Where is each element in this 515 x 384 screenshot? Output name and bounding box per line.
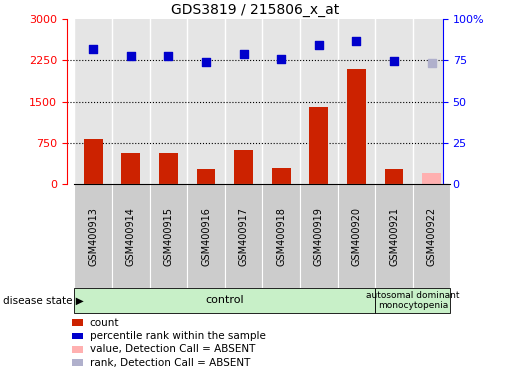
Point xyxy=(390,58,398,64)
Bar xyxy=(197,169,215,184)
Bar xyxy=(187,19,225,184)
Point xyxy=(352,38,360,44)
Bar xyxy=(310,107,328,184)
Text: rank, Detection Call = ABSENT: rank, Detection Call = ABSENT xyxy=(90,358,250,368)
Bar xyxy=(75,19,112,184)
Text: value, Detection Call = ABSENT: value, Detection Call = ABSENT xyxy=(90,344,255,354)
Text: count: count xyxy=(90,318,119,328)
Point xyxy=(164,53,173,59)
Point xyxy=(277,56,285,62)
Bar xyxy=(234,150,253,184)
Bar xyxy=(84,139,102,184)
Point xyxy=(315,42,323,48)
Bar xyxy=(347,69,366,184)
Bar xyxy=(272,168,290,184)
Text: GSM400922: GSM400922 xyxy=(426,207,437,266)
Text: GSM400917: GSM400917 xyxy=(238,207,249,266)
Text: autosomal dominant
monocytopenia: autosomal dominant monocytopenia xyxy=(366,291,459,310)
Text: GSM400921: GSM400921 xyxy=(389,207,399,266)
Text: percentile rank within the sample: percentile rank within the sample xyxy=(90,331,266,341)
Text: disease state ▶: disease state ▶ xyxy=(3,295,83,306)
Text: GSM400914: GSM400914 xyxy=(126,207,136,266)
Bar xyxy=(385,169,403,184)
Bar xyxy=(263,19,300,184)
Text: GSM400918: GSM400918 xyxy=(276,207,286,266)
Title: GDS3819 / 215806_x_at: GDS3819 / 215806_x_at xyxy=(171,3,339,17)
Bar xyxy=(422,173,441,184)
Bar xyxy=(159,154,178,184)
Point xyxy=(427,60,436,66)
Point xyxy=(239,51,248,57)
Bar xyxy=(413,19,451,184)
Text: GSM400919: GSM400919 xyxy=(314,207,324,266)
Text: GSM400913: GSM400913 xyxy=(88,207,98,266)
Bar xyxy=(300,19,338,184)
Text: control: control xyxy=(205,295,244,306)
Text: GSM400915: GSM400915 xyxy=(163,207,174,266)
Bar xyxy=(338,19,375,184)
Point xyxy=(89,46,97,53)
Bar xyxy=(122,153,140,184)
Bar xyxy=(225,19,263,184)
Bar xyxy=(150,19,187,184)
Text: GSM400916: GSM400916 xyxy=(201,207,211,266)
Bar xyxy=(112,19,150,184)
Text: GSM400920: GSM400920 xyxy=(351,207,362,266)
Bar xyxy=(375,19,413,184)
Point xyxy=(202,58,210,65)
Point xyxy=(127,53,135,59)
